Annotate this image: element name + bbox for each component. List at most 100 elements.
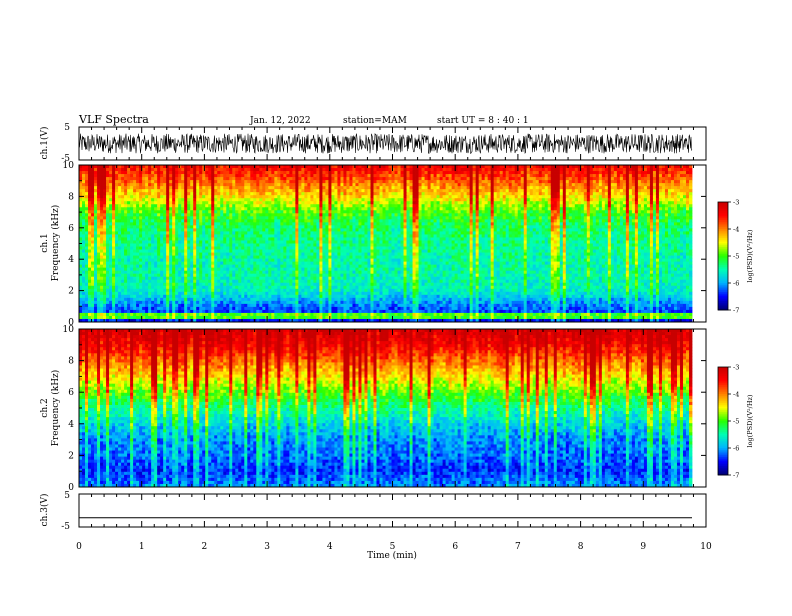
spectrogram-cell <box>469 225 474 229</box>
spectrogram-cell <box>526 180 531 184</box>
spectrogram-cell <box>679 171 684 175</box>
spectrogram-cell <box>316 237 320 241</box>
spectrogram-cell <box>532 222 537 226</box>
spectrogram-cell <box>475 219 480 223</box>
spectrogram-cell <box>625 186 630 190</box>
spectrogram-cell <box>661 183 666 187</box>
spectrogram-cell <box>382 228 386 232</box>
spectrogram-cell <box>448 186 452 190</box>
spectrogram-cell <box>211 216 215 220</box>
spectrogram-cell <box>574 225 579 229</box>
spectrogram-cell <box>103 171 107 175</box>
spectrogram-cell <box>427 171 431 175</box>
spectrogram-cell <box>343 168 347 172</box>
spectrogram-cell <box>340 213 344 217</box>
spectrogram-cell <box>661 171 666 175</box>
spectrogram-cell <box>406 204 410 208</box>
spectrogram-cell <box>214 237 218 241</box>
spectrogram-cell <box>391 198 395 202</box>
spectrogram-cell <box>127 237 131 241</box>
spectrogram-cell <box>643 195 648 199</box>
spectrogram-cell <box>571 165 576 169</box>
spectrogram-cell <box>517 174 522 178</box>
spectrogram-cell <box>226 165 230 169</box>
spectrogram-cell <box>145 174 149 178</box>
spectrogram-cell <box>319 213 323 217</box>
spectrogram-cell <box>577 189 582 193</box>
spectrogram-cell <box>169 237 173 241</box>
spectrogram-cell <box>613 171 618 175</box>
spectrogram-cell <box>103 216 107 220</box>
spectrogram-cell <box>130 177 134 181</box>
spectrogram-cell <box>367 210 371 214</box>
spectrogram-cell <box>607 186 612 190</box>
spectrogram-cell <box>286 189 290 193</box>
spectrogram-cell <box>544 180 549 184</box>
spectrogram-cell <box>445 210 449 214</box>
spectrogram-cell <box>472 177 477 181</box>
spectrogram-cell <box>181 198 185 202</box>
spectrogram-cell <box>79 177 83 181</box>
spectrogram-cell <box>679 198 684 202</box>
spectrogram-cell <box>640 165 645 169</box>
spectrogram-cell <box>574 207 579 211</box>
spectrogram-cell <box>412 210 416 214</box>
spectrogram-cell <box>532 183 537 187</box>
spectrogram-cell <box>181 219 185 223</box>
spectrogram-cell <box>502 171 507 175</box>
spectrogram-cell <box>463 168 468 172</box>
spectrogram-cell <box>505 222 510 226</box>
spectrogram-cell <box>163 168 167 172</box>
spectrogram-cell <box>379 210 383 214</box>
spectrogram-cell <box>196 177 200 181</box>
spectrogram-cell <box>127 177 131 181</box>
spectrogram-cell <box>154 234 158 238</box>
spectrogram-cell <box>601 216 606 220</box>
spectrogram-cell <box>622 231 627 235</box>
spectrogram-cell <box>457 174 462 178</box>
spectrogram-cell <box>409 171 413 175</box>
spectrogram-cell <box>115 207 119 211</box>
spectrogram-cell <box>142 225 146 229</box>
spectrogram-cell <box>166 210 170 214</box>
spectrogram-cell <box>379 213 383 217</box>
spectrogram-cell <box>370 198 374 202</box>
spectrogram-cell <box>562 234 567 238</box>
spectrogram-cell <box>601 231 606 235</box>
spectrogram-cell <box>241 165 245 169</box>
spectrogram-cell <box>217 225 221 229</box>
spectrogram-cell <box>238 165 242 169</box>
spectrogram-cell <box>676 213 681 217</box>
spectrogram-cell <box>106 189 110 193</box>
spectrogram-cell <box>535 168 540 172</box>
spectrogram-cell <box>256 207 260 211</box>
spectrogram-cell <box>493 165 498 169</box>
spectrogram-cell <box>325 183 329 187</box>
spectrogram-cell <box>370 231 374 235</box>
start-time-label: start UT = 8 : 40 : 1 <box>437 116 529 126</box>
spectrogram-cell <box>187 210 191 214</box>
spectrogram-cell <box>484 219 489 223</box>
spectrogram-cell <box>100 177 104 181</box>
spectrogram-cell <box>568 219 573 223</box>
spectrogram-cell <box>472 168 477 172</box>
spectrogram-cell <box>496 216 501 220</box>
spectrogram-cell <box>334 204 338 208</box>
spectrogram-cell <box>115 219 119 223</box>
spectrogram-cell <box>538 216 543 220</box>
spectrogram-cell <box>124 168 128 172</box>
spectrogram-cell <box>166 180 170 184</box>
spectrogram-cell <box>130 174 134 178</box>
spectrogram-cell <box>133 195 137 199</box>
spectrogram-cell <box>619 225 624 229</box>
spectrogram-cell <box>625 210 630 214</box>
spectrogram-cell <box>163 177 167 181</box>
spectrogram-cell <box>559 204 564 208</box>
spectrogram-cell <box>310 204 314 208</box>
spectrogram-cell <box>370 216 374 220</box>
spectrogram-cell <box>292 225 296 229</box>
spectrogram-cell <box>451 201 456 205</box>
spectrogram-cell <box>352 213 356 217</box>
spectrogram-cell <box>454 198 459 202</box>
spectrogram-cell <box>436 186 440 190</box>
